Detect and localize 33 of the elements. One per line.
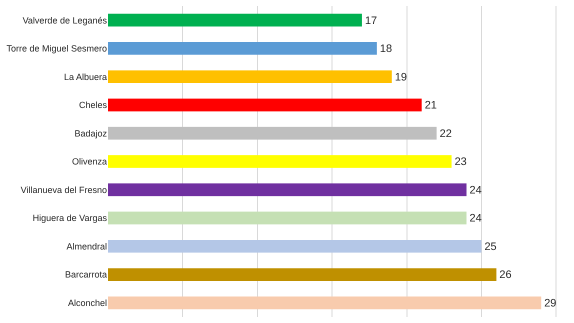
data-label: 24	[470, 184, 482, 196]
bar	[108, 70, 392, 84]
bar	[108, 42, 377, 55]
data-label: 24	[470, 212, 482, 225]
bar	[108, 240, 482, 253]
data-label: 25	[484, 240, 497, 253]
y-tick-label: Cheles	[78, 100, 108, 110]
y-tick-label: Torre de Miguel Sesmero	[6, 44, 107, 54]
y-tick-label: Alconchel	[68, 298, 107, 308]
data-label: 23	[454, 156, 467, 168]
data-label: 21	[424, 100, 437, 112]
data-label: 26	[499, 269, 512, 282]
y-tick-label: Valverde de Leganés	[22, 15, 108, 26]
bar	[108, 212, 467, 224]
y-tick-label: Badajoz	[74, 128, 108, 138]
data-label: 19	[394, 71, 407, 84]
bar	[108, 296, 542, 310]
bar	[108, 155, 452, 168]
data-label: 17	[364, 14, 378, 27]
data-label: 29	[544, 297, 556, 310]
y-tick-label: Almendral	[66, 241, 107, 252]
bar	[108, 98, 422, 112]
data-label: 22	[440, 128, 452, 140]
y-tick-label: Villanueva del Fresno	[20, 184, 107, 195]
y-tick-label: Barcarrota	[64, 270, 107, 280]
bar	[108, 14, 362, 26]
y-tick-label: Higuera de Vargas	[32, 213, 108, 224]
data-label: 18	[380, 43, 392, 56]
y-tick-label: Olivenza	[72, 156, 107, 167]
bar	[108, 268, 496, 281]
y-tick-label: La Albuera	[64, 72, 107, 82]
bar	[108, 126, 437, 140]
bar	[108, 183, 467, 196]
